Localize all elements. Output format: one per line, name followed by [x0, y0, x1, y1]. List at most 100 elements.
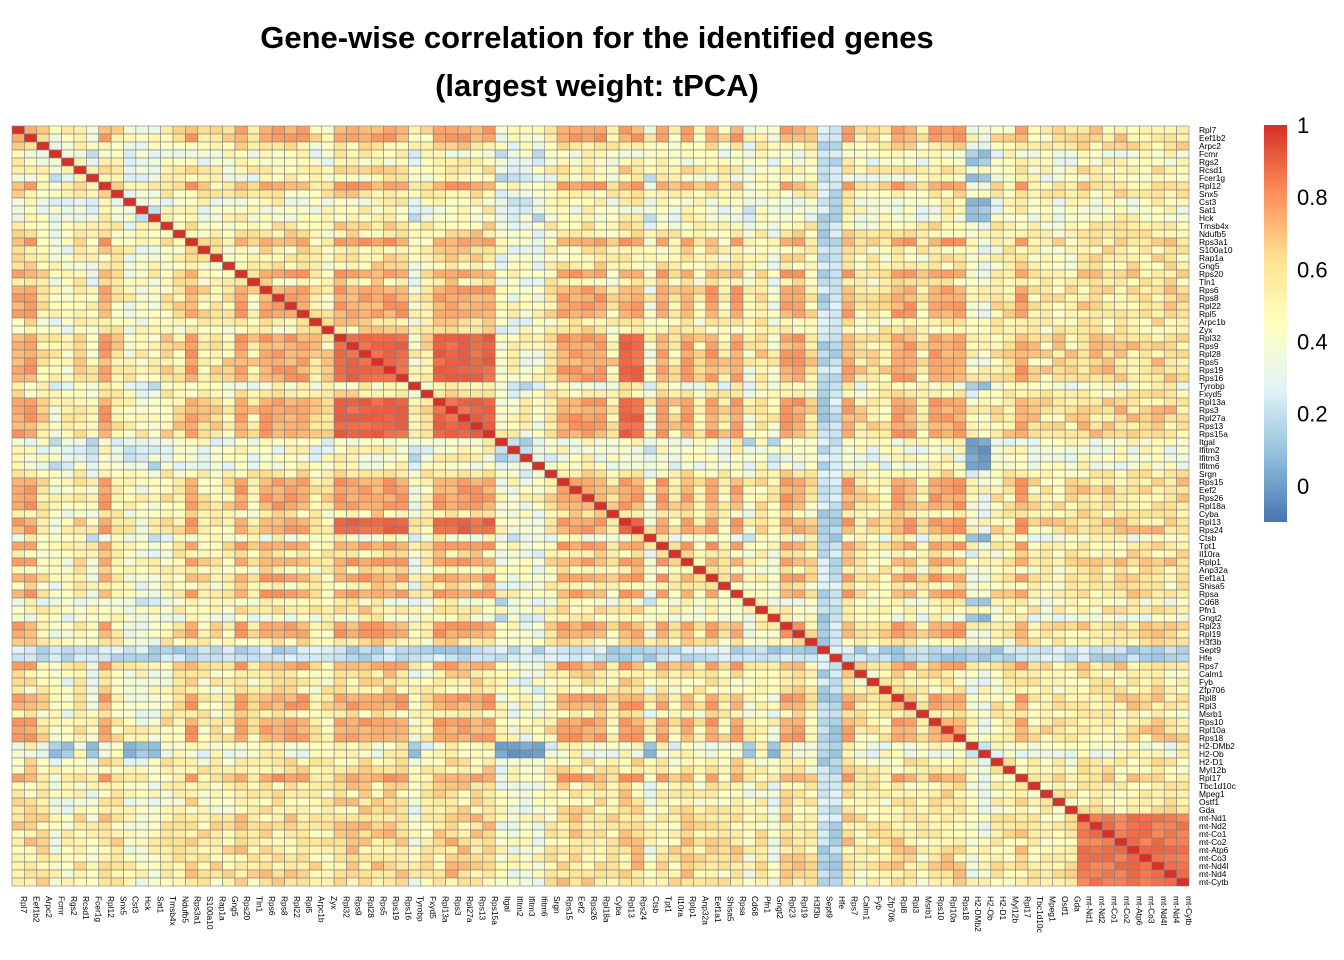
heatmap-cell — [1176, 125, 1190, 135]
heatmap-cell — [817, 293, 831, 303]
heatmap-cell — [693, 261, 707, 271]
heatmap-cell — [185, 165, 199, 175]
heatmap-cell — [420, 173, 434, 183]
heatmap-cell — [86, 245, 100, 255]
heatmap-cell — [866, 269, 880, 279]
heatmap-cell — [668, 237, 682, 247]
heatmap-cell — [445, 133, 459, 143]
heatmap-cell — [519, 253, 533, 263]
heatmap-cell — [395, 453, 409, 463]
heatmap-cell — [631, 149, 645, 159]
heatmap-cell — [569, 333, 583, 343]
heatmap-cell — [730, 245, 744, 255]
heatmap-cell — [147, 301, 161, 311]
heatmap-cell — [1139, 229, 1153, 239]
heatmap-cell — [86, 341, 100, 351]
heatmap-cell — [940, 165, 954, 175]
heatmap-cell — [965, 125, 979, 135]
heatmap-cell — [123, 269, 137, 279]
heatmap-cell — [693, 493, 707, 503]
heatmap-cell — [370, 477, 384, 487]
heatmap-cell — [680, 373, 694, 383]
heatmap-cell — [209, 157, 223, 167]
heatmap-cell — [247, 181, 261, 191]
heatmap-cell — [680, 493, 694, 503]
heatmap-cell — [655, 477, 669, 487]
heatmap-cell — [655, 413, 669, 423]
heatmap-cell — [197, 165, 211, 175]
heatmap-cell — [110, 453, 124, 463]
heatmap-cell — [643, 293, 657, 303]
heatmap-cell — [507, 477, 521, 487]
heatmap-cell — [519, 541, 533, 551]
heatmap-cell — [1151, 477, 1165, 487]
heatmap-cell — [86, 141, 100, 151]
heatmap-cell — [916, 301, 930, 311]
heatmap-cell — [532, 469, 546, 479]
heatmap-cell — [284, 253, 298, 263]
heatmap-cell — [494, 309, 508, 319]
heatmap-cell — [48, 341, 62, 351]
heatmap-cell — [854, 253, 868, 263]
heatmap-cell — [544, 333, 558, 343]
heatmap-cell — [1002, 413, 1016, 423]
heatmap-cell — [259, 469, 273, 479]
heatmap-cell — [866, 165, 880, 175]
heatmap-cell — [655, 309, 669, 319]
heatmap-cell — [271, 501, 285, 511]
heatmap-cell — [965, 173, 979, 183]
heatmap-cell — [135, 205, 149, 215]
heatmap-cell — [234, 133, 248, 143]
heatmap-cell — [86, 405, 100, 415]
heatmap-cell — [581, 429, 595, 439]
heatmap-cell — [631, 429, 645, 439]
heatmap-cell — [494, 325, 508, 335]
heatmap-cell — [841, 301, 855, 311]
heatmap-cell — [73, 205, 87, 215]
heatmap-cell — [916, 445, 930, 455]
heatmap-cell — [767, 533, 781, 543]
heatmap-cell — [11, 309, 25, 319]
heatmap-cell — [1015, 429, 1029, 439]
heatmap-cell — [544, 325, 558, 335]
heatmap-cell — [841, 525, 855, 535]
heatmap-cell — [420, 149, 434, 159]
heatmap-cell — [110, 309, 124, 319]
heatmap-cell — [519, 317, 533, 327]
heatmap-cell — [98, 525, 112, 535]
heatmap-cell — [98, 357, 112, 367]
heatmap-cell — [631, 389, 645, 399]
heatmap-cell — [110, 165, 124, 175]
heatmap-cell — [940, 229, 954, 239]
heatmap-cell — [222, 157, 236, 167]
heatmap-cell — [631, 533, 645, 543]
heatmap-cell — [110, 157, 124, 167]
heatmap-cell — [1114, 429, 1128, 439]
heatmap-cell — [321, 133, 335, 143]
heatmap-cell — [420, 389, 434, 399]
heatmap-cell — [878, 213, 892, 223]
heatmap-cell — [259, 421, 273, 431]
heatmap-cell — [643, 133, 657, 143]
heatmap-cell — [86, 413, 100, 423]
heatmap-cell — [86, 181, 100, 191]
heatmap-cell — [160, 261, 174, 271]
heatmap-cell — [742, 501, 756, 511]
heatmap-cell — [135, 373, 149, 383]
heatmap-cell — [631, 317, 645, 327]
heatmap-cell — [110, 253, 124, 263]
heatmap-cell — [544, 285, 558, 295]
heatmap-cell — [197, 405, 211, 415]
heatmap-cell — [1040, 445, 1054, 455]
heatmap-cell — [408, 189, 422, 199]
heatmap-cell — [346, 221, 360, 231]
heatmap-cell — [804, 269, 818, 279]
heatmap-cell — [209, 429, 223, 439]
heatmap-cell — [309, 429, 323, 439]
heatmap-cell — [160, 381, 174, 391]
heatmap-cell — [606, 165, 620, 175]
heatmap-cell — [556, 381, 570, 391]
heatmap-cell — [742, 309, 756, 319]
heatmap-cell — [940, 157, 954, 167]
heatmap-cell — [1027, 221, 1041, 231]
